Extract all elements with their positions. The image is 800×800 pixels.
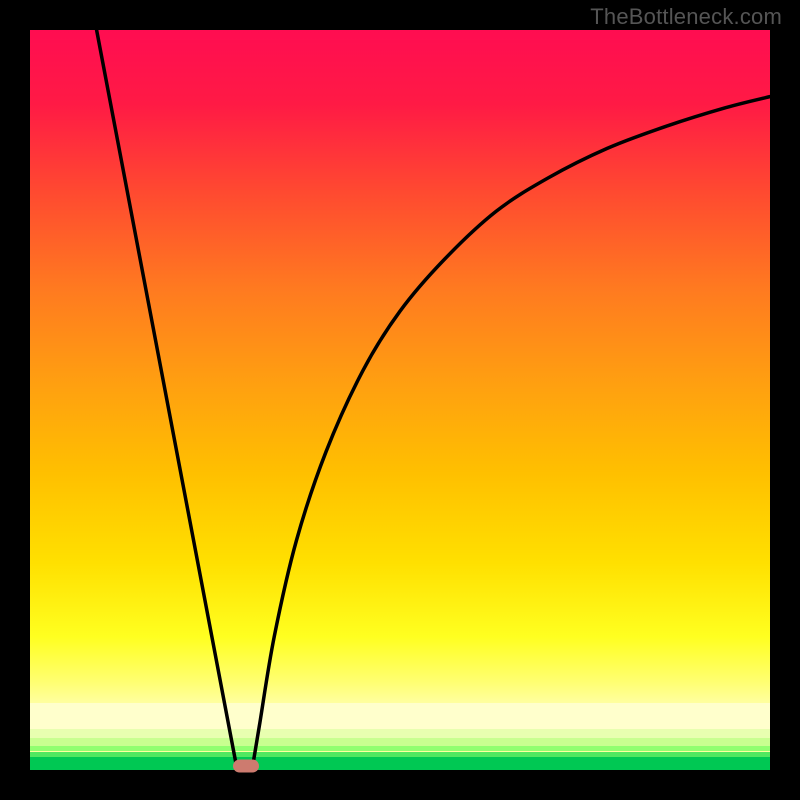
curve-layer <box>30 30 770 770</box>
curve-left-branch <box>97 30 238 770</box>
watermark-text: TheBottleneck.com <box>590 4 782 30</box>
plot-area <box>30 30 770 770</box>
curve-right-branch <box>252 97 770 770</box>
min-point-marker <box>233 760 259 773</box>
